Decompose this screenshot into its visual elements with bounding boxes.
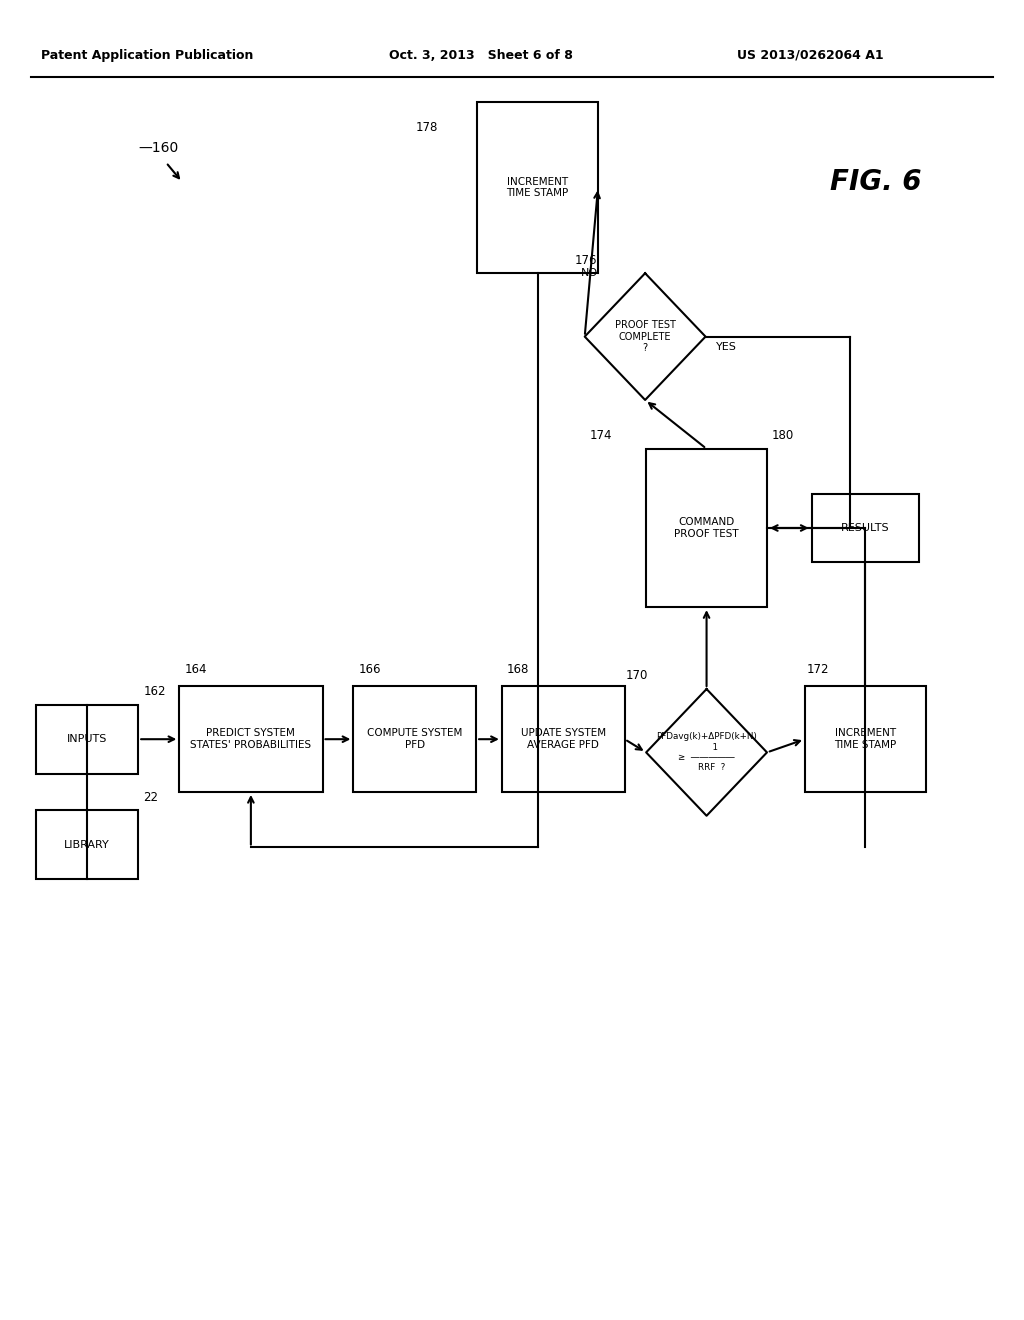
Text: LIBRARY: LIBRARY <box>65 840 110 850</box>
Text: 178: 178 <box>416 121 438 135</box>
Text: COMMAND
PROOF TEST: COMMAND PROOF TEST <box>674 517 739 539</box>
Text: 180: 180 <box>772 429 795 442</box>
Text: 164: 164 <box>184 663 207 676</box>
FancyBboxPatch shape <box>805 686 926 792</box>
Text: PFDavg(k)+ΔPFD(k+N)
      1
≥  ―――――
    RRF  ?: PFDavg(k)+ΔPFD(k+N) 1 ≥ ――――― RRF ? <box>656 733 757 772</box>
Text: NO: NO <box>582 268 598 279</box>
Text: 22: 22 <box>143 791 159 804</box>
Text: INCREMENT
TIME STAMP: INCREMENT TIME STAMP <box>507 177 568 198</box>
Text: 174: 174 <box>590 429 612 442</box>
FancyBboxPatch shape <box>353 686 476 792</box>
FancyBboxPatch shape <box>179 686 323 792</box>
Text: 166: 166 <box>358 663 381 676</box>
Text: COMPUTE SYSTEM
PFD: COMPUTE SYSTEM PFD <box>367 729 463 750</box>
FancyBboxPatch shape <box>646 449 767 607</box>
Text: PROOF TEST
COMPLETE
?: PROOF TEST COMPLETE ? <box>614 319 676 354</box>
Text: 176: 176 <box>574 253 597 267</box>
Text: RESULTS: RESULTS <box>841 523 890 533</box>
Text: FIG. 6: FIG. 6 <box>829 168 922 197</box>
Text: 172: 172 <box>807 663 829 676</box>
Text: —160: —160 <box>138 141 179 154</box>
FancyBboxPatch shape <box>36 810 138 879</box>
Text: INCREMENT
TIME STAMP: INCREMENT TIME STAMP <box>835 729 896 750</box>
Text: 162: 162 <box>143 685 166 698</box>
FancyBboxPatch shape <box>502 686 625 792</box>
Text: US 2013/0262064 A1: US 2013/0262064 A1 <box>737 49 884 62</box>
Polygon shape <box>585 273 706 400</box>
Text: 170: 170 <box>626 669 648 682</box>
Text: INPUTS: INPUTS <box>67 734 108 744</box>
Text: Oct. 3, 2013   Sheet 6 of 8: Oct. 3, 2013 Sheet 6 of 8 <box>389 49 573 62</box>
Text: Patent Application Publication: Patent Application Publication <box>41 49 253 62</box>
Text: PREDICT SYSTEM
STATES' PROBABILITIES: PREDICT SYSTEM STATES' PROBABILITIES <box>190 729 311 750</box>
Polygon shape <box>646 689 767 816</box>
FancyBboxPatch shape <box>36 705 138 774</box>
Text: UPDATE SYSTEM
AVERAGE PFD: UPDATE SYSTEM AVERAGE PFD <box>520 729 606 750</box>
FancyBboxPatch shape <box>477 102 598 273</box>
Text: YES: YES <box>716 342 736 352</box>
Text: 168: 168 <box>507 663 529 676</box>
FancyBboxPatch shape <box>811 494 920 562</box>
